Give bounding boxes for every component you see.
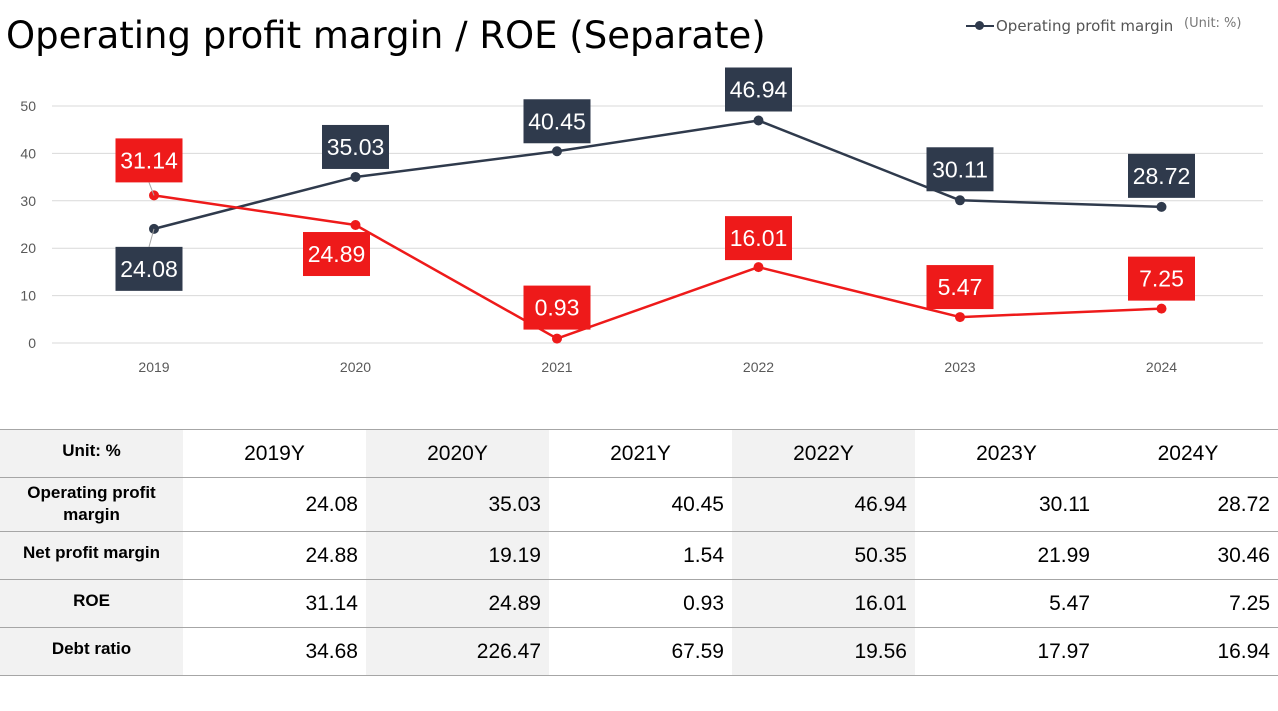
x-tick-label: 2022 bbox=[743, 359, 774, 375]
roe-data-label: 24.89 bbox=[308, 241, 366, 267]
table-row: ROE 31.14 24.89 0.93 16.01 5.47 7.25 bbox=[0, 579, 1278, 628]
roe-data-label-box bbox=[725, 216, 792, 261]
opm-data-point bbox=[753, 115, 764, 126]
table-cell: 19.19 bbox=[366, 531, 549, 580]
row-label: ROE bbox=[0, 579, 183, 628]
x-tick-label: 2023 bbox=[944, 359, 975, 375]
table-cell: 31.14 bbox=[305, 591, 358, 615]
line-chart: 0 10 20 30 40 50 2019 2020 2021 2022 2023 2024 24.08… bbox=[20, 67, 1263, 375]
row-label: Operating profit margin bbox=[0, 477, 183, 532]
roe-data-point bbox=[552, 333, 562, 344]
chart-legend: Operating profit margin bbox=[966, 16, 1173, 36]
x-tick-label: 2024 bbox=[1146, 359, 1177, 375]
table-cell: 16.94 bbox=[1217, 639, 1270, 663]
table-row: Operating profit margin 24.08 35.03 40.4… bbox=[0, 477, 1278, 532]
opm-data-label-box bbox=[523, 99, 591, 144]
roe-data-point bbox=[753, 262, 764, 273]
table-row: Net profit margin 24.88 19.19 1.54 50.35… bbox=[0, 531, 1278, 580]
roe-leader-line bbox=[148, 182, 155, 196]
x-tick-label: 2021 bbox=[541, 359, 572, 375]
table-cell: 24.08 bbox=[305, 492, 358, 516]
roe-data-label-box bbox=[303, 232, 370, 277]
row-label: Debt ratio bbox=[0, 627, 183, 676]
table-cell: 5.47 bbox=[1049, 591, 1090, 615]
table-cell: 30.11 bbox=[1039, 492, 1090, 516]
opm-data-label-box bbox=[926, 147, 994, 192]
opm-data-point bbox=[955, 195, 965, 206]
table-cell: 19.56 bbox=[732, 627, 915, 676]
table-cell: 7.25 bbox=[1229, 591, 1270, 615]
opm-data-label: 24.08 bbox=[120, 256, 178, 282]
roe-data-label-box bbox=[115, 138, 183, 183]
table-cell: 17.97 bbox=[1037, 639, 1090, 663]
roe-data-label: 5.47 bbox=[938, 274, 983, 300]
table-cell: 40.45 bbox=[671, 492, 724, 516]
column-header: 2020Y bbox=[366, 429, 549, 478]
opm-data-label: 35.03 bbox=[327, 134, 385, 160]
table-cell: 16.01 bbox=[732, 579, 915, 628]
table-cell: 24.88 bbox=[305, 543, 358, 567]
row-label: Net profit margin bbox=[0, 531, 183, 580]
column-header: 2019Y bbox=[244, 441, 305, 465]
opm-data-label-box bbox=[115, 246, 183, 291]
opm-data-point bbox=[1156, 201, 1167, 212]
table-cell: 24.89 bbox=[366, 579, 549, 628]
page-title: Operating profit margin / ROE (Separate) bbox=[6, 14, 766, 57]
roe-data-label: 0.93 bbox=[535, 295, 580, 321]
opm-series-line bbox=[153, 119, 1162, 231]
table-cell: 1.54 bbox=[683, 543, 724, 567]
x-tick-label: 2019 bbox=[138, 359, 169, 375]
column-header: 2022Y bbox=[732, 429, 915, 478]
table-cell: 21.99 bbox=[1037, 543, 1090, 567]
roe-data-point bbox=[1156, 303, 1167, 314]
roe-data-label-box bbox=[1128, 256, 1195, 301]
opm-data-label: 30.11 bbox=[932, 156, 988, 182]
opm-data-label: 46.94 bbox=[730, 77, 788, 103]
roe-data-point bbox=[955, 312, 965, 323]
table-cell: 28.72 bbox=[1217, 492, 1270, 516]
opm-data-label-box bbox=[725, 67, 792, 112]
column-header: 2021Y bbox=[610, 441, 671, 465]
table-cell: 226.47 bbox=[366, 627, 549, 676]
roe-series-line bbox=[153, 194, 1162, 340]
data-table: Unit: % 2019Y 2020Y 2021Y 2022Y 2023Y 20… bbox=[0, 429, 1278, 676]
y-tick-label: 0 bbox=[28, 335, 36, 351]
legend-line-marker-icon bbox=[966, 21, 994, 30]
y-tick-label: 10 bbox=[20, 288, 36, 304]
table-cell: 0.93 bbox=[683, 591, 724, 615]
table-cell: 46.94 bbox=[732, 477, 915, 532]
y-tick-label: 20 bbox=[20, 240, 36, 256]
table-cell: 35.03 bbox=[366, 477, 549, 532]
roe-data-point bbox=[350, 220, 361, 231]
unit-label: (Unit: %) bbox=[1184, 16, 1242, 31]
opm-data-point bbox=[552, 146, 562, 157]
opm-data-label: 28.72 bbox=[1133, 163, 1191, 189]
unit-header-cell: Unit: % bbox=[0, 429, 183, 478]
y-tick-label: 50 bbox=[20, 98, 36, 114]
y-tick-label: 40 bbox=[20, 145, 36, 161]
opm-data-label-box bbox=[322, 124, 389, 169]
roe-data-label-box bbox=[926, 265, 994, 310]
opm-data-point bbox=[350, 171, 361, 182]
roe-data-label: 16.01 bbox=[730, 225, 788, 251]
table-row: Debt ratio 34.68 226.47 67.59 19.56 17.9… bbox=[0, 627, 1278, 676]
column-header: 2023Y bbox=[976, 441, 1037, 465]
roe-data-label: 31.14 bbox=[120, 147, 178, 173]
legend-label: Operating profit margin bbox=[996, 17, 1174, 35]
table-header-row: Unit: % 2019Y 2020Y 2021Y 2022Y 2023Y 20… bbox=[0, 429, 1278, 478]
table-cell: 30.46 bbox=[1217, 543, 1270, 567]
column-header: 2024Y bbox=[1157, 441, 1219, 465]
table-cell: 50.35 bbox=[732, 531, 915, 580]
opm-leader-line bbox=[148, 228, 155, 247]
opm-data-label: 40.45 bbox=[528, 108, 586, 134]
roe-data-label-box bbox=[523, 285, 591, 330]
table-cell: 67.59 bbox=[671, 639, 724, 663]
table-cell: 34.68 bbox=[305, 639, 358, 663]
opm-data-label-box bbox=[1128, 153, 1195, 198]
y-tick-label: 30 bbox=[20, 193, 36, 209]
x-tick-label: 2020 bbox=[340, 359, 371, 375]
roe-data-label: 7.25 bbox=[1139, 266, 1184, 292]
